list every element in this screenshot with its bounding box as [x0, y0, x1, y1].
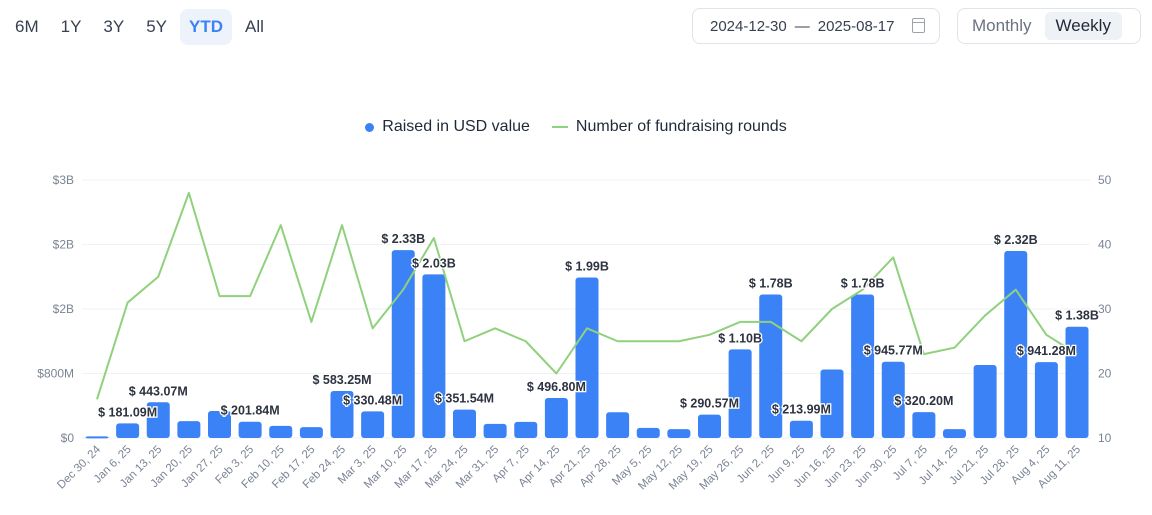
- bar: [238, 421, 262, 438]
- bar: [820, 369, 844, 438]
- bar: [422, 274, 446, 438]
- legend-label: Number of fundraising rounds: [575, 118, 787, 135]
- calendar-icon[interactable]: [912, 18, 925, 33]
- bar-data-label: $ 941.28M: [1017, 344, 1076, 358]
- bar: [330, 390, 354, 438]
- range-3y-button[interactable]: 3Y: [103, 17, 125, 36]
- bar: [299, 427, 323, 438]
- bar: [361, 411, 385, 438]
- chart-legend: Raised in USD value Number of fundraisin…: [0, 118, 1152, 136]
- range-5y-button[interactable]: 5Y: [146, 17, 168, 36]
- y-right-tick-label: 50: [1098, 173, 1112, 187]
- bar: [269, 425, 293, 438]
- date-start: 2024-12-30: [710, 17, 787, 35]
- bar: [146, 402, 170, 438]
- bar-series-marker-icon: [365, 122, 375, 132]
- monthly-button[interactable]: Monthly: [972, 16, 1032, 35]
- bar-data-label: $ 2.33B: [381, 232, 425, 246]
- range-6m-button[interactable]: 6M: [15, 17, 39, 36]
- range-ytd-button[interactable]: YTD: [180, 9, 233, 45]
- date-separator: —: [794, 17, 810, 35]
- date-range-picker[interactable]: 2024-12-30 — 2025-08-17: [692, 8, 940, 44]
- bar: [1065, 326, 1089, 438]
- bar: [208, 410, 231, 438]
- y-right-tick-label: 40: [1098, 238, 1112, 252]
- bar: [728, 349, 752, 438]
- x-tick-label: Dec 30, 24: [55, 443, 103, 491]
- y-left-tick-label: $0: [61, 431, 75, 445]
- bar: [391, 250, 415, 438]
- bar-data-label: $ 1.38B: [1055, 309, 1099, 323]
- bar: [636, 427, 660, 438]
- bar-data-label: $ 213.99M: [772, 403, 831, 417]
- bar: [453, 409, 476, 438]
- legend-item-rounds[interactable]: Number of fundraising rounds: [551, 118, 787, 136]
- bar-data-label: $ 1.78B: [841, 276, 885, 290]
- bar: [759, 294, 783, 438]
- bar: [177, 421, 201, 438]
- bar: [973, 365, 997, 438]
- range-selector: 6M 1Y 3Y 5Y YTD All: [6, 9, 273, 45]
- bar-data-label: $ 945.77M: [864, 344, 923, 358]
- bar: [789, 420, 813, 438]
- bar-data-label: $ 330.48M: [343, 393, 402, 407]
- y-left-tick-label: $800M: [37, 367, 74, 381]
- range-all-button[interactable]: All: [245, 17, 264, 36]
- bar: [116, 423, 140, 438]
- bar: [575, 277, 599, 438]
- bar-data-label: $ 1.10B: [718, 331, 762, 345]
- bar: [85, 436, 109, 439]
- bar-data-label: $ 1.78B: [749, 276, 793, 290]
- bar: [483, 423, 507, 438]
- weekly-button[interactable]: Weekly: [1044, 12, 1122, 40]
- bar-data-label: $ 583.25M: [312, 373, 371, 387]
- bar: [1034, 362, 1058, 438]
- bar-data-label: $ 496.80M: [527, 380, 586, 394]
- bar: [881, 361, 905, 438]
- bar-data-label: $ 1.99B: [565, 260, 609, 274]
- bar-data-label: $ 320.20M: [894, 394, 953, 408]
- date-end: 2025-08-17: [817, 17, 895, 35]
- bar: [943, 429, 966, 438]
- bar-data-label: $ 201.84M: [221, 404, 280, 418]
- y-right-tick-label: 30: [1098, 302, 1112, 316]
- bar-data-label: $ 181.09M: [98, 405, 157, 419]
- bar: [544, 397, 568, 438]
- bar-data-label: $ 2.32B: [994, 233, 1038, 247]
- range-1y-button[interactable]: 1Y: [60, 17, 82, 36]
- bar-data-label: $ 443.07M: [129, 384, 188, 398]
- y-left-tick-label: $3B: [53, 173, 74, 187]
- bar-data-label: $ 351.54M: [435, 392, 494, 406]
- legend-label: Raised in USD value: [382, 118, 530, 135]
- bar: [912, 412, 936, 438]
- bar: [667, 429, 691, 438]
- bar: [698, 414, 721, 438]
- legend-item-raised[interactable]: Raised in USD value: [365, 118, 530, 136]
- y-right-tick-label: 20: [1098, 367, 1112, 381]
- bar: [606, 412, 630, 438]
- y-right-tick-label: 10: [1098, 431, 1112, 445]
- bar-data-label: $ 290.57M: [680, 397, 739, 411]
- bar: [851, 294, 875, 438]
- bar: [514, 421, 538, 438]
- line-series-marker-icon: [551, 126, 568, 128]
- y-left-tick-label: $2B: [53, 302, 74, 316]
- interval-toggle: Monthly Weekly: [957, 8, 1141, 44]
- y-left-tick-label: $2B: [53, 238, 74, 252]
- bar-data-label: $ 2.03B: [412, 256, 456, 270]
